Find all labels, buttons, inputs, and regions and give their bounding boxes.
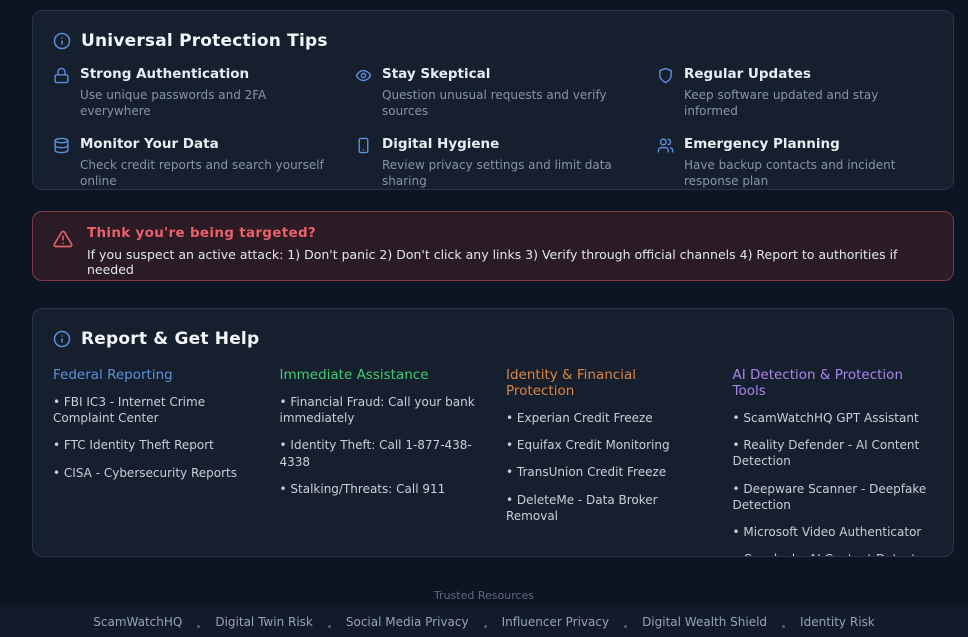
resource-link[interactable]: Financial Fraud: Call your bank immediat… <box>280 394 481 426</box>
tip-desc: Keep software updated and stay informed <box>684 88 879 119</box>
tips-grid: Strong Authentication Use unique passwor… <box>53 66 933 189</box>
footer-link-scamwatchhq[interactable]: ScamWatchHQ <box>93 615 183 629</box>
resource-link[interactable]: ScamWatchHQ GPT Assistant <box>733 410 934 426</box>
universal-protection-tips-card: Universal Protection Tips Strong Authent… <box>32 10 954 190</box>
footer-band <box>0 607 968 637</box>
tip-desc: Question unusual requests and verify sou… <box>382 88 607 119</box>
tip-title: Strong Authentication <box>80 66 250 82</box>
resource-link[interactable]: Experian Credit Freeze <box>506 410 707 426</box>
tip-monitor-your-data: Monitor Your Data Check credit reports a… <box>53 136 329 189</box>
dot-separator <box>624 624 628 628</box>
tip-title: Emergency Planning <box>684 136 840 153</box>
resource-link[interactable]: Copyleaks AI Content Detector <box>733 551 934 556</box>
dot-separator <box>782 624 786 628</box>
tip-desc: Check credit reports and search yourself… <box>80 158 324 189</box>
tip-title: Digital Hygiene <box>382 136 500 153</box>
column-heading: Identity & Financial Protection <box>506 367 636 399</box>
footer-link-identity-risk[interactable]: Identity Risk <box>800 615 875 629</box>
smartphone-icon <box>355 137 372 154</box>
resource-link[interactable]: Microsoft Video Authenticator <box>733 524 934 540</box>
tip-emergency-planning: Emergency Planning Have backup contacts … <box>657 136 933 189</box>
column-heading: Immediate Assistance <box>279 367 429 383</box>
resource-link[interactable]: FTC Identity Theft Report <box>53 437 254 453</box>
eye-icon <box>355 67 372 84</box>
dot-separator <box>197 624 201 628</box>
resource-link[interactable]: Stalking/Threats: Call 911 <box>280 481 481 497</box>
tip-desc: Use unique passwords and 2FA everywhere <box>80 88 267 119</box>
resource-link[interactable]: DeleteMe - Data Broker Removal <box>506 492 707 524</box>
tip-desc: Have backup contacts and incident respon… <box>684 158 896 189</box>
trusted-resources-label: Trusted Resources <box>433 589 535 602</box>
database-icon <box>53 137 70 154</box>
report-grid: Federal Reporting FBI IC3 - Internet Cri… <box>53 367 934 556</box>
users-icon <box>657 137 674 154</box>
tip-strong-authentication: Strong Authentication Use unique passwor… <box>53 66 329 119</box>
resource-link[interactable]: CISA - Cybersecurity Reports <box>53 465 254 481</box>
lock-icon <box>53 67 70 84</box>
footer-link-digital-twin-risk[interactable]: Digital Twin Risk <box>215 615 313 629</box>
footer-link-social-media-privacy[interactable]: Social Media Privacy <box>345 615 469 629</box>
column-federal-reporting: Federal Reporting FBI IC3 - Internet Cri… <box>53 367 254 556</box>
dot-separator <box>327 624 331 628</box>
info-icon <box>53 32 71 50</box>
report-card-header: Report & Get Help <box>53 329 933 349</box>
resource-link[interactable]: TransUnion Credit Freeze <box>506 464 707 480</box>
tips-card-title: Universal Protection Tips <box>81 31 328 51</box>
tip-stay-skeptical: Stay Skeptical Question unusual requests… <box>355 66 631 119</box>
column-ai-detection-tools: AI Detection & Protection Tools ScamWatc… <box>732 367 934 556</box>
tip-regular-updates: Regular Updates Keep software updated an… <box>657 66 933 119</box>
resource-link[interactable]: Equifax Credit Monitoring <box>506 437 707 453</box>
footer-link-influencer-privacy[interactable]: Influencer Privacy <box>501 615 610 629</box>
tip-digital-hygiene: Digital Hygiene Review privacy settings … <box>355 136 631 189</box>
tip-title: Regular Updates <box>684 66 811 82</box>
column-heading: Federal Reporting <box>53 367 173 383</box>
footer-link-digital-wealth-shield[interactable]: Digital Wealth Shield <box>642 615 768 629</box>
alert-triangle-icon <box>53 229 73 249</box>
resource-link[interactable]: Identity Theft: Call 1-877-438-4338 <box>280 437 481 469</box>
report-get-help-card: Report & Get Help Federal Reporting FBI … <box>32 308 954 557</box>
tip-title: Stay Skeptical <box>382 66 491 82</box>
footer-links: ScamWatchHQ Digital Twin Risk Social Med… <box>0 607 968 637</box>
column-immediate-assistance: Immediate Assistance Financial Fraud: Ca… <box>279 367 481 556</box>
column-identity-financial-protection: Identity & Financial Protection Experian… <box>506 367 707 556</box>
resource-link[interactable]: FBI IC3 - Internet Crime Complaint Cente… <box>53 394 254 426</box>
tip-desc: Review privacy settings and limit data s… <box>382 158 612 189</box>
report-card-title: Report & Get Help <box>81 329 260 349</box>
tips-card-header: Universal Protection Tips <box>53 31 933 51</box>
column-heading: AI Detection & Protection Tools <box>732 367 904 399</box>
resource-link[interactable]: Deepware Scanner - Deepfake Detection <box>733 481 934 513</box>
warning-title: Think you're being targeted? <box>87 225 317 241</box>
tip-title: Monitor Your Data <box>80 136 219 153</box>
info-icon <box>53 330 71 348</box>
warning-message: If you suspect an active attack: 1) Don'… <box>87 247 898 277</box>
dot-separator <box>483 624 487 628</box>
targeted-warning-banner: Think you're being targeted? If you susp… <box>32 211 954 281</box>
resource-link[interactable]: Reality Defender - AI Content Detection <box>733 437 934 469</box>
shield-icon <box>657 67 674 84</box>
